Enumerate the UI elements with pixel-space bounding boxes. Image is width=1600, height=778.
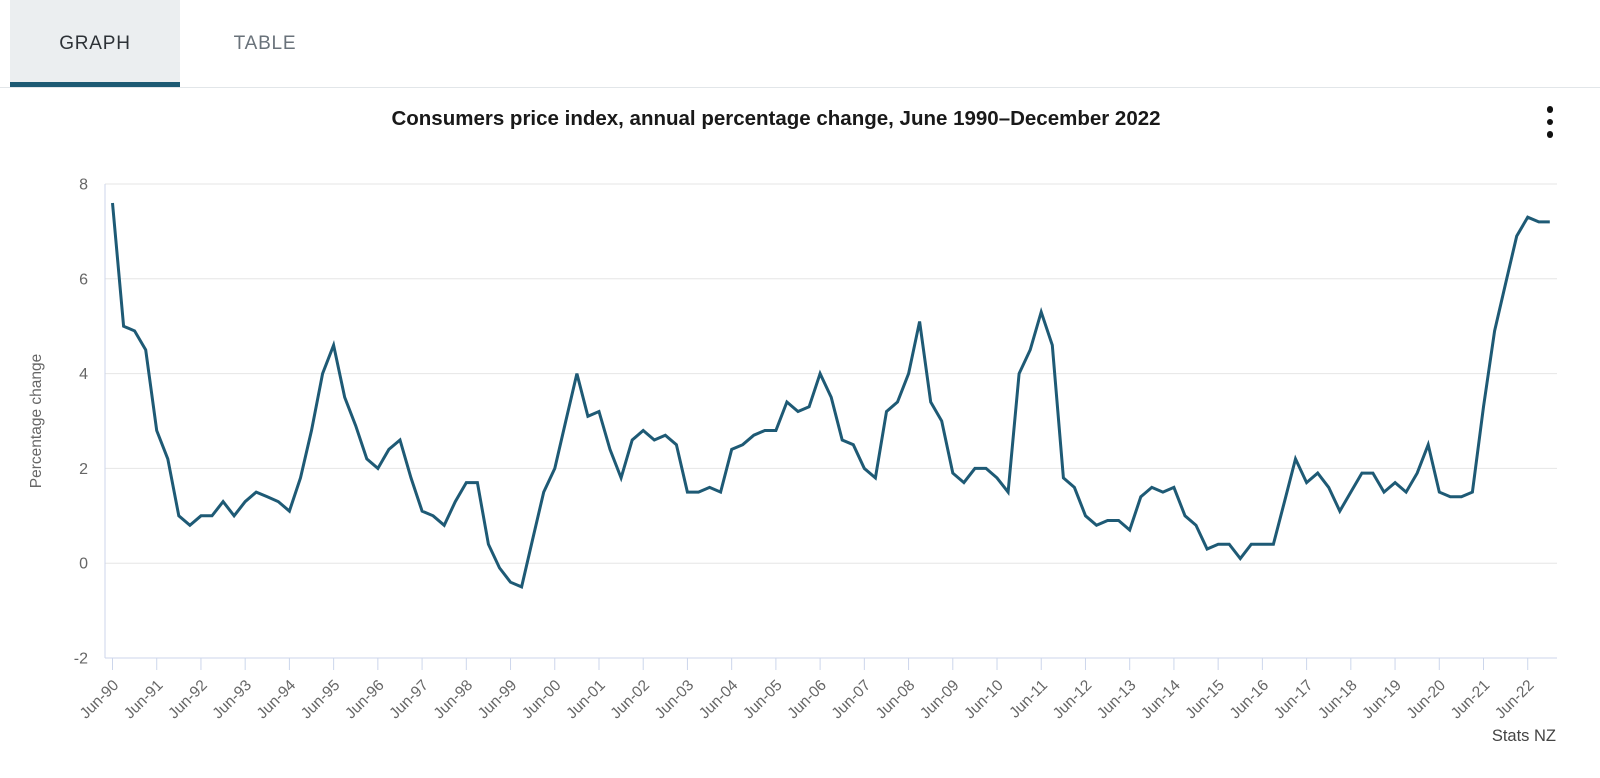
x-axis-tick-label: Jun-16 — [1227, 677, 1273, 723]
x-axis-tick-label: Jun-20 — [1404, 677, 1450, 723]
x-axis-tick-label: Jun-01 — [563, 677, 609, 723]
x-axis-tick-label: Jun-21 — [1448, 677, 1494, 723]
tab-table[interactable]: TABLE — [233, 32, 297, 54]
credits-label: Stats NZ — [1492, 727, 1556, 745]
x-axis-tick-label: Jun-14 — [1138, 677, 1184, 723]
x-axis-tick-label: Jun-91 — [121, 677, 167, 723]
x-axis-tick-label: Jun-12 — [1050, 677, 1096, 723]
tab-bar: GRAPH TABLE — [0, 0, 1600, 88]
chart-area: 8 6 4 2 0 -2 Percentage change Jun-90 Jun-91 Jun-… — [0, 150, 1600, 778]
x-axis-tick-label: Jun-09 — [917, 677, 963, 723]
x-axis-tick-label: Jun-04 — [696, 677, 742, 723]
x-axis-tick-label: Jun-90 — [77, 677, 123, 723]
x-axis-tick-label: Jun-10 — [961, 677, 1007, 723]
x-axis-tick-label: Jun-11 — [1006, 677, 1051, 722]
x-axis-tick-label: Jun-93 — [209, 677, 255, 723]
x-axis-tick-label: Jun-96 — [342, 677, 388, 723]
tab-graph[interactable]: GRAPH — [10, 0, 180, 87]
x-axis-tick-label: Jun-07 — [829, 677, 875, 723]
y-axis-tick-label: 6 — [79, 271, 88, 288]
y-axis-title: Percentage change — [28, 354, 45, 488]
x-axis-tick-label: Jun-97 — [386, 677, 432, 723]
y-axis-tick-label: 2 — [79, 461, 88, 478]
x-axis-tick-label: Jun-18 — [1315, 677, 1361, 723]
chart-header: Consumers price index, annual percentage… — [0, 88, 1600, 150]
x-axis-tick-label: Jun-95 — [298, 677, 344, 723]
y-axis-tick-label: 4 — [79, 366, 88, 383]
y-axis-tick-label: -2 — [74, 651, 88, 668]
x-axis-tick-label: Jun-98 — [431, 677, 477, 723]
x-axis-tick-label: Jun-19 — [1359, 677, 1405, 723]
x-axis-tick-label: Jun-92 — [165, 677, 211, 723]
chart-title: Consumers price index, annual percentage… — [391, 107, 1161, 130]
x-axis-tick-label: Jun-06 — [784, 677, 830, 723]
x-axis-tick-label: Jun-94 — [254, 677, 300, 723]
x-axis-tick-label: Jun-17 — [1271, 677, 1317, 723]
x-axis-tick-label: Jun-08 — [873, 677, 919, 723]
x-axis-tick-label: Jun-03 — [652, 677, 698, 723]
x-axis-tick-label: Jun-00 — [519, 677, 565, 723]
kebab-menu-icon[interactable] — [1540, 103, 1560, 141]
y-axis-tick-label: 0 — [79, 556, 88, 573]
cpi-series-line[interactable] — [111, 202, 1550, 589]
x-axis-tick-label: Jun-22 — [1492, 677, 1538, 723]
x-axis-tick-label: Jun-15 — [1182, 677, 1228, 723]
y-axis-tick-label: 8 — [79, 177, 88, 194]
x-axis-tick-label: Jun-02 — [607, 677, 653, 723]
x-axis-tick-label: Jun-13 — [1094, 677, 1140, 723]
x-axis-tick-label: Jun-99 — [475, 677, 521, 723]
x-axis-tick-label: Jun-05 — [740, 677, 786, 723]
